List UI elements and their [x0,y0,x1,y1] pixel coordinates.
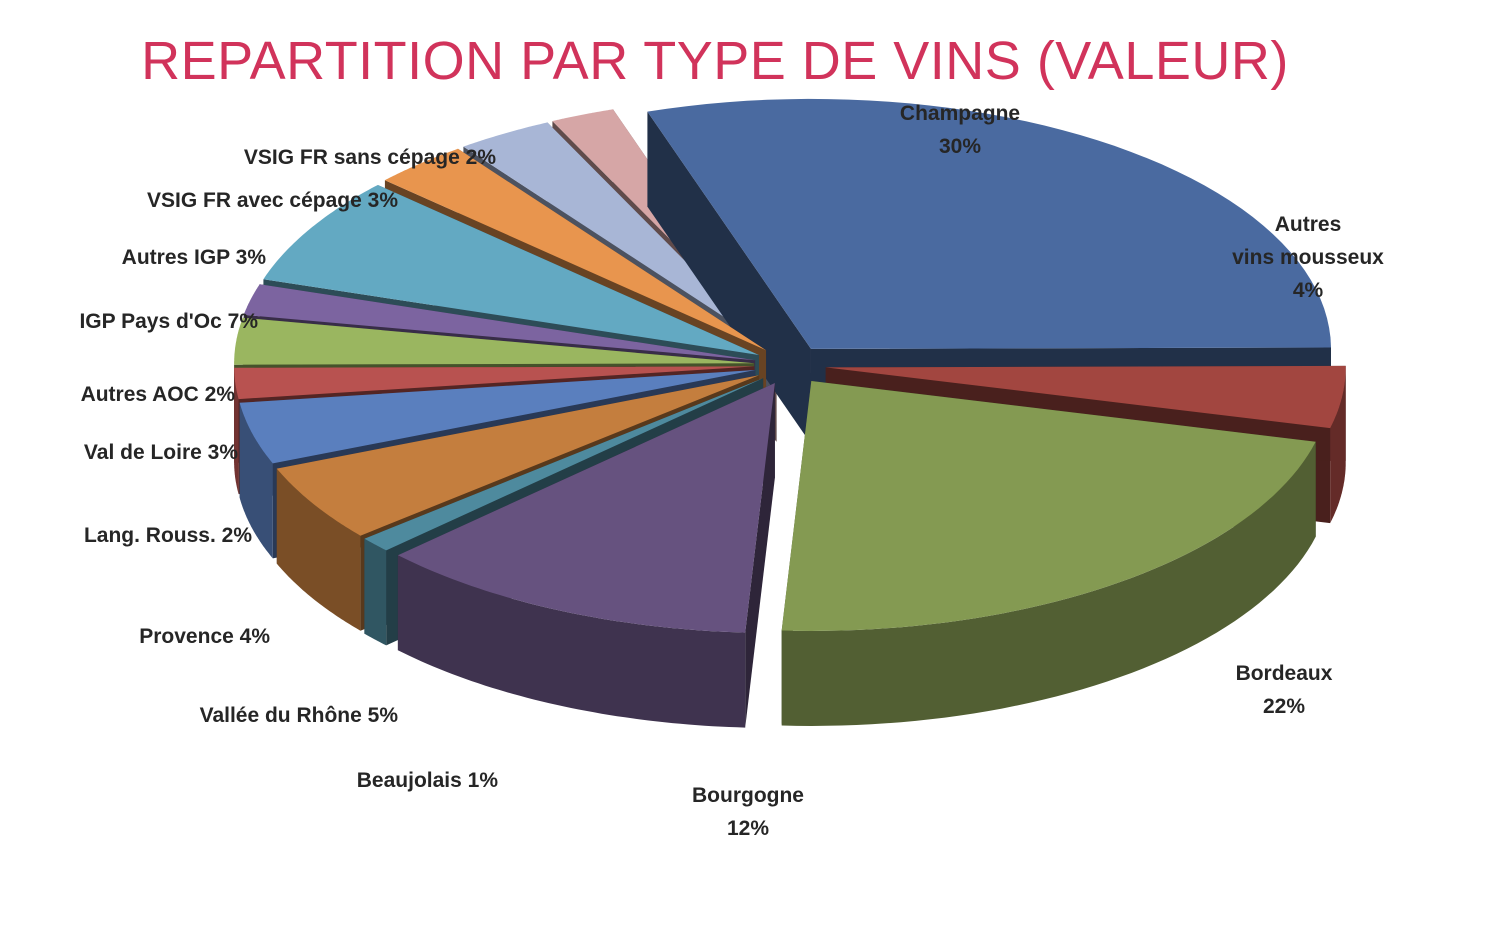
slice-top [263,185,759,355]
chart-title: REPARTITION PAR TYPE DE VINS (VALEUR) [141,31,1289,91]
slice-label: Provence 4% [139,625,270,648]
slice-label: Autres AOC 2% [81,383,236,406]
slice-wall [1330,365,1346,524]
slice-top [276,375,760,536]
pie-labels: Champagne 30% Autres vins mousseux 4% Bordeau… [79,102,1384,840]
slice-label: Bourgogne 12% [692,784,804,840]
slice-4 [397,382,775,728]
slice-wall [239,402,273,559]
slice-label: Beaujolais 1% [357,769,499,792]
slice-label: VSIG FR avec cépage 3% [147,189,398,212]
slice-top [825,365,1346,429]
slice-side [745,382,775,728]
slice-wall [276,468,361,631]
slice-label: Lang. Rouss. 2% [84,524,252,547]
slice-label: Bordeaux 22% [1236,662,1333,718]
slice-wall [781,441,1316,726]
slice-wall [397,555,746,728]
slice-top [364,378,764,551]
slice-top [243,284,756,361]
slice-label: Autres vins mousseux 4% [1232,213,1384,302]
pie-slices [234,98,1346,728]
slice-top [463,122,772,349]
slice-top [234,366,755,400]
slice-label: IGP Pays d'Oc 7% [79,310,258,333]
slice-top [781,381,1316,631]
slice-label: Val de Loire 3% [84,441,238,464]
slice-label: Autres IGP 3% [122,246,267,269]
slice-wall [234,367,239,495]
slice-top [397,383,775,633]
slice-top [239,370,756,464]
slice-label: Champagne 30% [900,102,1020,158]
slice-label: VSIG FR sans cépage 2% [244,146,496,169]
slice-wall [364,538,387,646]
slice-label: Vallée du Rhône 5% [200,704,399,727]
slice-3 [781,380,1316,726]
slice-top [647,98,1331,349]
slice-side [647,111,811,444]
slice-top [234,317,755,365]
slice-top [384,148,766,351]
